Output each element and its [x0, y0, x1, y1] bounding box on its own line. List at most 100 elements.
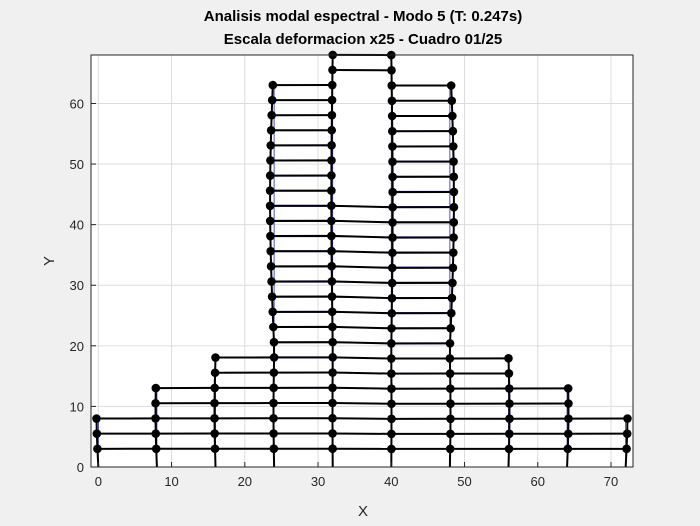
structure-node	[269, 322, 278, 332]
structure-node	[622, 429, 632, 438]
structure-node	[269, 429, 278, 438]
structure-node	[151, 444, 161, 454]
structure-node	[328, 398, 337, 408]
chart-title: Analisis modal espectral - Modo 5 (T: 0.…	[204, 8, 522, 25]
beam-element	[332, 402, 392, 405]
structure-node	[327, 186, 336, 195]
structure-node	[446, 399, 455, 409]
structure-node	[92, 414, 101, 423]
structure-node	[151, 414, 160, 423]
structure-node	[328, 322, 337, 332]
beam-element	[331, 204, 393, 209]
structure-node	[269, 398, 278, 408]
structure-node	[387, 278, 397, 288]
structure-node	[447, 308, 456, 318]
structure-node	[327, 95, 337, 105]
structure-node	[210, 383, 220, 393]
axes-box	[90, 54, 634, 468]
structure-node	[445, 444, 455, 454]
structure-node	[388, 218, 397, 227]
plot-area	[91, 55, 633, 467]
structure-node	[266, 156, 275, 165]
structure-node	[388, 263, 397, 273]
structure-node	[327, 307, 337, 317]
structure-node	[446, 81, 456, 90]
structure-node	[327, 216, 336, 226]
structure-node	[328, 368, 337, 377]
structure-node	[564, 399, 573, 408]
structure-node	[449, 172, 459, 182]
structure-node	[151, 398, 160, 408]
structure-node	[448, 263, 458, 273]
beam-element	[332, 325, 392, 330]
x-tick-label: 50	[457, 474, 471, 489]
structure-node	[446, 323, 455, 333]
y-tick-label: 40	[70, 218, 84, 233]
structure-node	[446, 429, 455, 439]
structure-node	[93, 444, 102, 454]
structure-node	[328, 337, 337, 347]
structure-node	[210, 414, 219, 423]
structure-node	[449, 233, 458, 242]
beam-element	[332, 341, 392, 345]
structure-node	[387, 96, 397, 106]
structure-node	[446, 414, 455, 424]
structure-node	[265, 201, 275, 211]
structure-node	[504, 444, 514, 454]
structure-node	[327, 110, 337, 120]
structure-node	[445, 339, 455, 348]
structure-node	[328, 444, 337, 454]
y-tick-label: 60	[70, 96, 84, 111]
y-axis-label: Y	[41, 256, 58, 266]
structure-node	[151, 429, 161, 438]
structure-node	[265, 186, 275, 195]
structure-node	[563, 444, 573, 454]
x-tick-label: 70	[604, 474, 618, 489]
structure-node	[388, 142, 397, 151]
structure-node	[448, 111, 457, 121]
beam-element	[332, 310, 392, 315]
structure-node	[327, 261, 336, 271]
beam-element	[332, 371, 392, 375]
structure-node	[328, 353, 338, 362]
structure-node	[448, 126, 458, 136]
structure-node	[387, 293, 397, 303]
structure-node	[151, 383, 161, 393]
structure-node	[446, 384, 455, 393]
structure-node	[445, 354, 455, 363]
beam-element	[332, 386, 392, 390]
structure-node	[269, 383, 278, 393]
structure-node	[269, 368, 279, 377]
structure-node	[445, 369, 455, 378]
x-tick-label: 30	[311, 474, 325, 489]
structure-node	[388, 233, 397, 242]
structure-node	[388, 202, 397, 212]
structure-node	[327, 277, 337, 286]
structure-node	[268, 307, 277, 317]
beam-element	[332, 295, 392, 300]
structure-node	[388, 187, 397, 197]
beam-element	[332, 356, 392, 360]
x-tick-label: 60	[531, 474, 545, 489]
structure-node	[387, 414, 396, 424]
deformed-structure	[92, 50, 632, 468]
structure-node	[211, 353, 220, 362]
structure-node	[328, 383, 337, 393]
structure-node	[564, 414, 573, 423]
structure-node	[623, 414, 632, 423]
structure-node	[387, 126, 397, 136]
structure-node	[327, 80, 337, 90]
structure-node	[327, 171, 336, 180]
structure-node	[268, 80, 278, 90]
structure-node	[447, 96, 457, 106]
beam-element	[332, 417, 392, 420]
structure-node	[327, 141, 336, 150]
axis-ticks: 0 10 20 30 40 50 60 70 0 10 20 30 40 50 60	[70, 96, 619, 489]
structure-node	[269, 413, 278, 423]
structure-node	[449, 248, 458, 257]
structure-node	[269, 444, 279, 454]
structure-node	[267, 110, 276, 120]
structure-node	[387, 308, 397, 318]
structure-node	[210, 444, 220, 454]
